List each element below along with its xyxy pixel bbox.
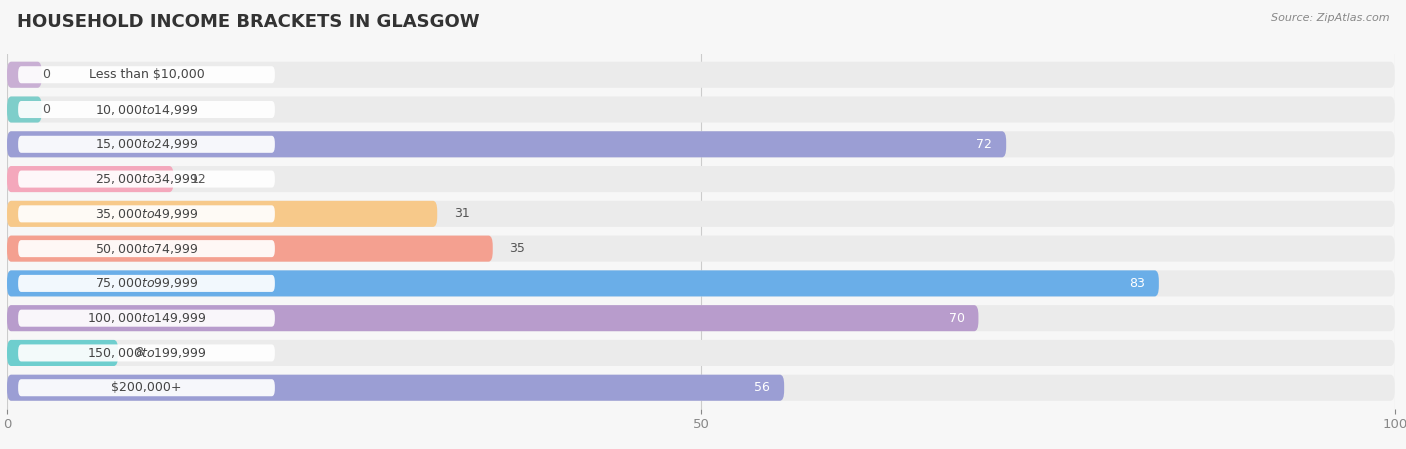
Text: $35,000 to $49,999: $35,000 to $49,999 (94, 207, 198, 221)
FancyBboxPatch shape (7, 305, 979, 331)
FancyBboxPatch shape (7, 305, 1395, 331)
Text: Source: ZipAtlas.com: Source: ZipAtlas.com (1271, 13, 1389, 23)
Text: 0: 0 (42, 103, 49, 116)
FancyBboxPatch shape (7, 270, 1159, 296)
FancyBboxPatch shape (7, 374, 785, 401)
Text: 83: 83 (1129, 277, 1144, 290)
FancyBboxPatch shape (7, 270, 1395, 296)
Text: 35: 35 (509, 242, 526, 255)
Text: $100,000 to $149,999: $100,000 to $149,999 (87, 311, 207, 325)
FancyBboxPatch shape (7, 166, 1395, 192)
FancyBboxPatch shape (7, 340, 1395, 366)
Text: 0: 0 (42, 68, 49, 81)
Text: 70: 70 (949, 312, 965, 325)
Text: 8: 8 (135, 347, 142, 360)
FancyBboxPatch shape (18, 240, 274, 257)
Text: 31: 31 (454, 207, 470, 220)
FancyBboxPatch shape (7, 62, 42, 88)
FancyBboxPatch shape (18, 379, 274, 396)
FancyBboxPatch shape (18, 171, 274, 188)
FancyBboxPatch shape (7, 166, 173, 192)
FancyBboxPatch shape (7, 236, 1395, 262)
Text: $150,000 to $199,999: $150,000 to $199,999 (87, 346, 207, 360)
FancyBboxPatch shape (7, 236, 492, 262)
FancyBboxPatch shape (18, 205, 274, 222)
FancyBboxPatch shape (7, 131, 1007, 157)
FancyBboxPatch shape (7, 201, 437, 227)
FancyBboxPatch shape (18, 66, 274, 83)
Text: 56: 56 (755, 381, 770, 394)
FancyBboxPatch shape (7, 131, 1395, 157)
Text: $25,000 to $34,999: $25,000 to $34,999 (94, 172, 198, 186)
FancyBboxPatch shape (7, 340, 118, 366)
FancyBboxPatch shape (7, 201, 1395, 227)
Text: HOUSEHOLD INCOME BRACKETS IN GLASGOW: HOUSEHOLD INCOME BRACKETS IN GLASGOW (17, 13, 479, 31)
FancyBboxPatch shape (18, 344, 274, 361)
FancyBboxPatch shape (18, 275, 274, 292)
FancyBboxPatch shape (7, 97, 1395, 123)
FancyBboxPatch shape (7, 374, 1395, 401)
Text: $15,000 to $24,999: $15,000 to $24,999 (94, 137, 198, 151)
FancyBboxPatch shape (18, 101, 274, 118)
Text: 12: 12 (190, 172, 205, 185)
Text: Less than $10,000: Less than $10,000 (89, 68, 204, 81)
Text: 72: 72 (976, 138, 993, 151)
FancyBboxPatch shape (18, 136, 274, 153)
FancyBboxPatch shape (7, 62, 1395, 88)
Text: $200,000+: $200,000+ (111, 381, 181, 394)
Text: $75,000 to $99,999: $75,000 to $99,999 (94, 277, 198, 291)
Text: $50,000 to $74,999: $50,000 to $74,999 (94, 242, 198, 255)
FancyBboxPatch shape (7, 97, 42, 123)
Text: $10,000 to $14,999: $10,000 to $14,999 (94, 102, 198, 117)
FancyBboxPatch shape (18, 310, 274, 327)
